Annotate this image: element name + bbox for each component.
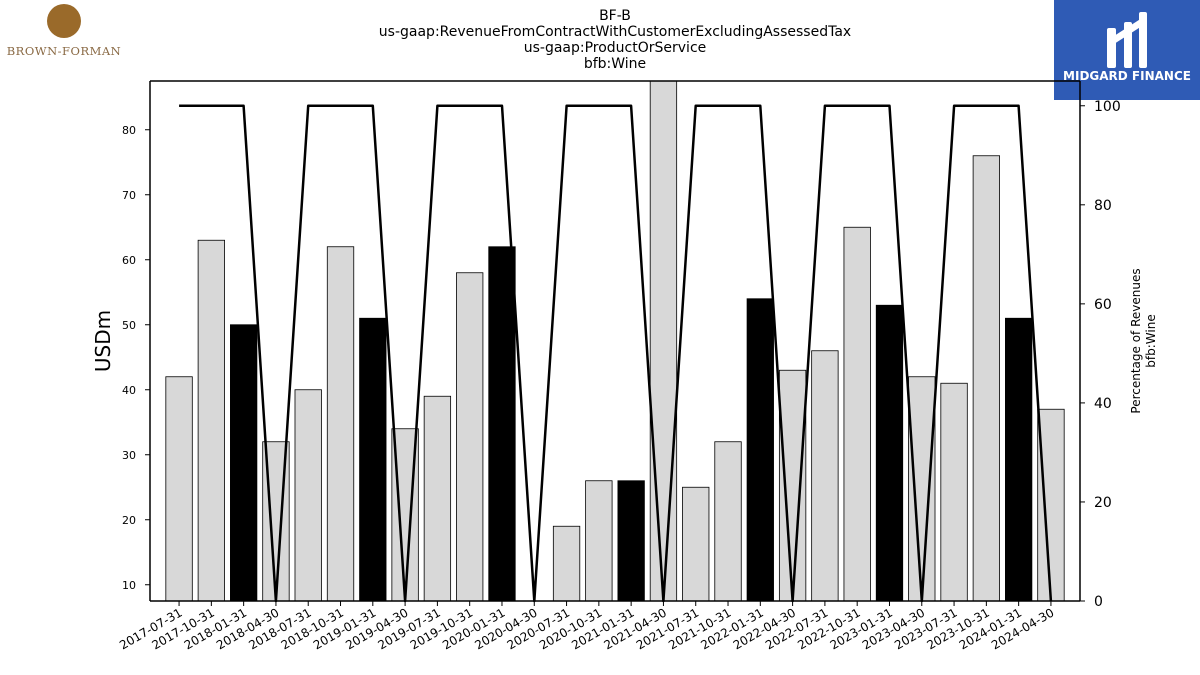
bar [197,239,225,601]
bar [617,480,645,601]
bar [811,350,839,601]
title-line-3: us-gaap:ProductOrService [523,40,707,56]
y2-tick-label: 100 [1094,99,1121,115]
bar [456,272,484,601]
y2-tick-label: 0 [1094,594,1103,610]
bar [294,389,322,601]
midgard-finance-name: MIDGARD FINANCE [1063,69,1191,83]
y2-axis-label-line-2: bfb:Wine [1144,314,1158,367]
bar [552,525,581,601]
midgard-emblem-icon [1107,12,1147,68]
bar [585,480,613,601]
y-tick-label: 50 [122,319,136,332]
title-line-4: bfb:Wine [583,56,647,72]
bar [778,369,807,601]
y2-tick-label: 40 [1094,396,1112,412]
bar [1005,317,1033,601]
bar [165,376,193,601]
y2-axis-label-line-1: Percentage of Revenues [1129,268,1143,413]
logo-emblem [47,4,81,38]
y-tick-label: 40 [122,384,136,397]
y2-tick-label: 60 [1094,297,1112,313]
brown-forman-logo: BROWN-FORMAN [4,4,124,60]
bar [746,298,774,601]
title-line-2: us-gaap:RevenueFromContractWithCustomerE… [378,24,852,40]
bar [649,81,678,601]
bar [875,304,904,601]
y2-tick-label: 20 [1094,495,1112,511]
bar [908,376,936,601]
bar [423,395,452,601]
title-line-1: BF-B [599,8,631,24]
bar [843,226,871,601]
bar [488,246,516,601]
bar [230,324,258,601]
y-tick-label: 10 [122,579,136,592]
bar [940,382,968,601]
y2-tick-label: 80 [1094,198,1112,214]
chart-title: BF-B us-gaap:RevenueFromContractWithCust… [315,8,915,72]
y-tick-label: 80 [122,124,136,137]
y-tick-label: 30 [122,449,136,462]
y-tick-label: 70 [122,189,136,202]
bar [972,155,1000,601]
percentage-line [179,104,1053,603]
brown-forman-name: BROWN-FORMAN [6,44,122,58]
y-tick-label: 20 [122,514,136,527]
bar [714,441,742,601]
midgard-finance-logo: MIDGARD FINANCE [1054,0,1200,100]
bar [359,317,387,601]
bar [326,246,355,601]
bar [1037,408,1065,601]
y-tick-label: 60 [122,254,136,267]
y-axis-label: USDm [91,310,115,372]
bar [682,486,710,601]
